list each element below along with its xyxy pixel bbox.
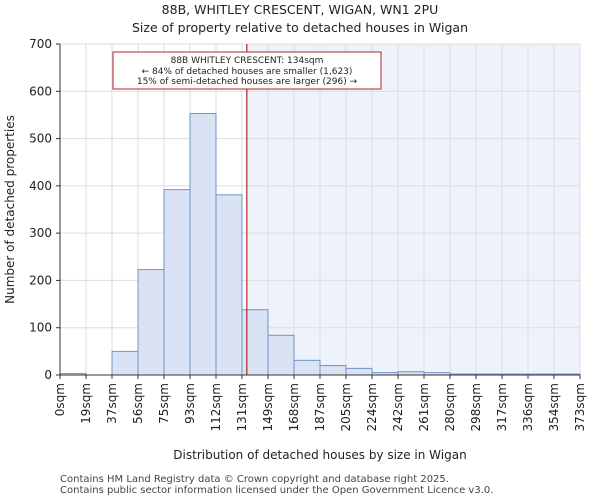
histogram-bar (241, 309, 269, 376)
histogram-bar (189, 113, 217, 376)
histogram-bar (267, 334, 295, 376)
histogram-bar (293, 359, 321, 376)
histogram-bar (137, 269, 165, 376)
y-tick-label: 700 (29, 37, 52, 51)
x-tick-label: 298sqm (469, 383, 483, 431)
x-tick-label: 93sqm (183, 383, 197, 424)
footer-copyright: Contains HM Land Registry data © Crown c… (60, 474, 449, 485)
x-axis-label: Distribution of detached houses by size … (173, 448, 466, 462)
histogram-bar (345, 367, 373, 376)
histogram-bar (215, 194, 243, 376)
x-tick-label: 224sqm (365, 383, 379, 431)
chart-subtitle: Size of property relative to detached ho… (132, 20, 468, 35)
x-tick-label: 317sqm (495, 383, 509, 431)
highlight-region (246, 44, 581, 375)
x-tick-label: 37sqm (105, 383, 119, 424)
x-tick-label: 242sqm (391, 383, 405, 431)
x-tick-label: 168sqm (287, 383, 301, 431)
y-tick-label: 100 (29, 321, 52, 335)
x-tick-label: 280sqm (443, 383, 457, 431)
annotation-line-1: 88B WHITLEY CRESCENT: 134sqm (171, 56, 324, 66)
x-tick-label: 112sqm (209, 383, 223, 431)
y-tick-label: 300 (29, 226, 52, 240)
x-tick-label: 336sqm (521, 383, 535, 431)
y-axis-label: Number of detached properties (3, 115, 17, 304)
histogram-bar (111, 350, 139, 376)
chart-title: 88B, WHITLEY CRESCENT, WIGAN, WN1 2PU (161, 2, 439, 17)
x-tick-label: 131sqm (235, 383, 249, 431)
x-tick-label: 187sqm (313, 383, 327, 431)
x-tick-label: 373sqm (573, 383, 587, 431)
annotation-line-3: 15% of semi-detached houses are larger (… (137, 77, 358, 87)
y-tick-label: 400 (29, 179, 52, 193)
y-tick-label: 0 (44, 368, 52, 382)
annotation-box (112, 51, 382, 90)
x-tick-label: 261sqm (417, 383, 431, 431)
x-tick-label: 19sqm (79, 383, 93, 424)
footer-licence: Contains public sector information licen… (60, 485, 494, 496)
histogram-bar (319, 365, 347, 376)
x-tick-label: 205sqm (339, 383, 353, 431)
y-tick-label: 500 (29, 132, 52, 146)
x-tick-label: 0sqm (53, 383, 67, 416)
x-tick-label: 149sqm (261, 383, 275, 431)
y-tick-label: 200 (29, 273, 52, 287)
histogram-bar (163, 189, 191, 376)
y-tick-label: 600 (29, 84, 52, 98)
annotation-line-2: ← 84% of detached houses are smaller (1,… (142, 67, 353, 77)
x-tick-label: 75sqm (157, 383, 171, 424)
x-tick-label: 56sqm (131, 383, 145, 424)
x-tick-label: 354sqm (547, 383, 561, 431)
